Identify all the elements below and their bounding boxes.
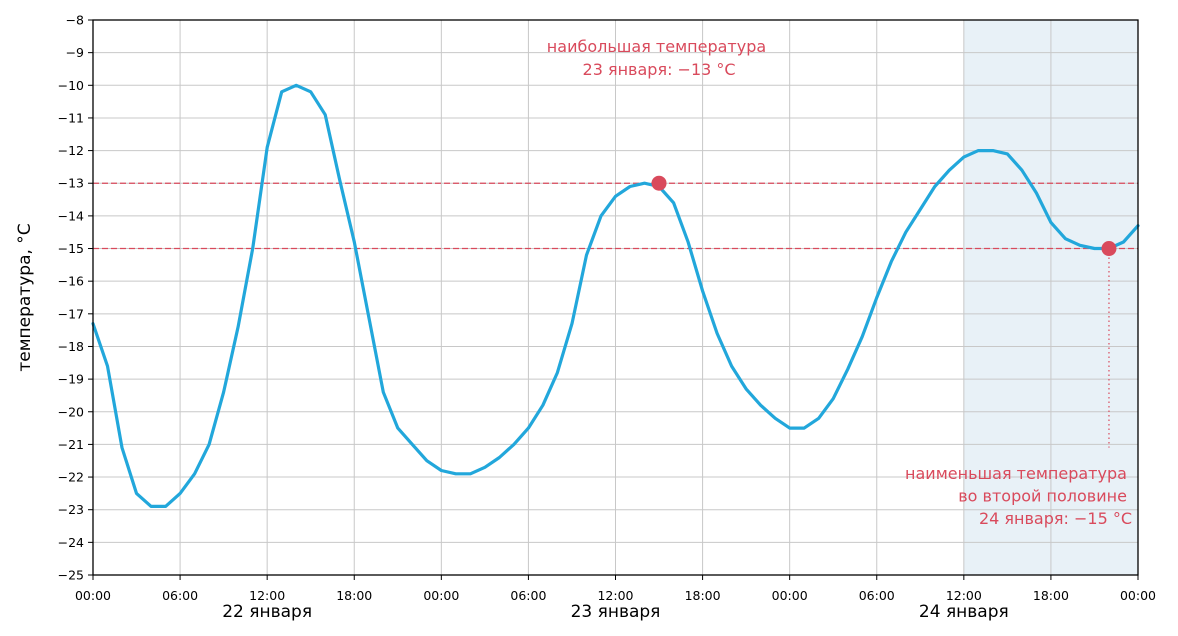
y-tick-label: −25 (58, 568, 84, 583)
day-label: 22 января (222, 602, 312, 622)
x-tick-label: 00:00 (423, 588, 459, 603)
y-tick-label: −24 (58, 535, 84, 550)
x-tick-label: 06:00 (859, 588, 895, 603)
x-tick-label: 12:00 (597, 588, 633, 603)
annotation-min-line1: наименьшая температура (905, 464, 1127, 483)
y-tick-label: −15 (58, 241, 84, 256)
x-tick-label: 18:00 (336, 588, 372, 603)
y-tick-label: −12 (58, 143, 84, 158)
y-tick-label: −13 (58, 176, 84, 191)
y-tick-label: −22 (58, 470, 84, 485)
annotation-min-temperature: наименьшая температура во второй половин… (905, 464, 1132, 528)
x-axis-ticks: 00:00 06:00 12:00 18:00 00:00 06:00 12:00 18:00… (75, 575, 1156, 603)
y-tick-label: −17 (58, 306, 84, 321)
temperature-marker (651, 175, 667, 191)
day-label: 23 января (571, 602, 661, 622)
x-tick-label: 06:00 (162, 588, 198, 603)
y-tick-label: −18 (58, 339, 84, 354)
y-tick-label: −14 (58, 208, 84, 223)
x-tick-label: 00:00 (772, 588, 808, 603)
x-tick-label: 00:00 (75, 588, 111, 603)
y-tick-label: −20 (58, 404, 84, 419)
day-labels: 22 января 23 января 24 января (222, 602, 1009, 622)
series-layer (91, 83, 1140, 508)
reference-lines-layer (93, 182, 1138, 448)
x-tick-label: 18:00 (685, 588, 721, 603)
temperature-marker (1101, 241, 1117, 257)
y-tick-label: −16 (58, 274, 84, 289)
y-tick-label: −23 (58, 502, 84, 517)
y-tick-label: −9 (66, 45, 84, 60)
markers-layer (651, 175, 1117, 257)
y-tick-label: −8 (66, 13, 84, 28)
y-tick-label: −21 (58, 437, 84, 452)
y-tick-label: −11 (58, 110, 84, 125)
annotation-max-line2: 23 января: −13 °C (583, 60, 736, 79)
y-axis-title: температура, °C (15, 223, 35, 371)
x-tick-label: 12:00 (249, 588, 285, 603)
day-label: 24 января (919, 602, 1009, 622)
x-tick-label: 06:00 (510, 588, 546, 603)
y-axis-ticks: −8 −9 −10 −11 −12 −13 −14 −15 −16 −17 −18 −19 −20 −21… (58, 13, 93, 583)
x-tick-label: 12:00 (946, 588, 982, 603)
y-tick-label: −19 (58, 372, 84, 387)
annotation-max-line1: наибольшая температура (547, 37, 766, 56)
annotation-max-temperature: наибольшая температура 23 января: −13 °C (547, 37, 771, 79)
x-tick-label: 00:00 (1120, 588, 1156, 603)
annotation-min-line2: во второй половине (958, 487, 1127, 506)
temperature-line (91, 83, 1140, 508)
x-tick-label: 18:00 (1033, 588, 1069, 603)
annotation-min-line3: 24 января: −15 °C (979, 509, 1132, 528)
y-tick-label: −10 (58, 78, 84, 93)
